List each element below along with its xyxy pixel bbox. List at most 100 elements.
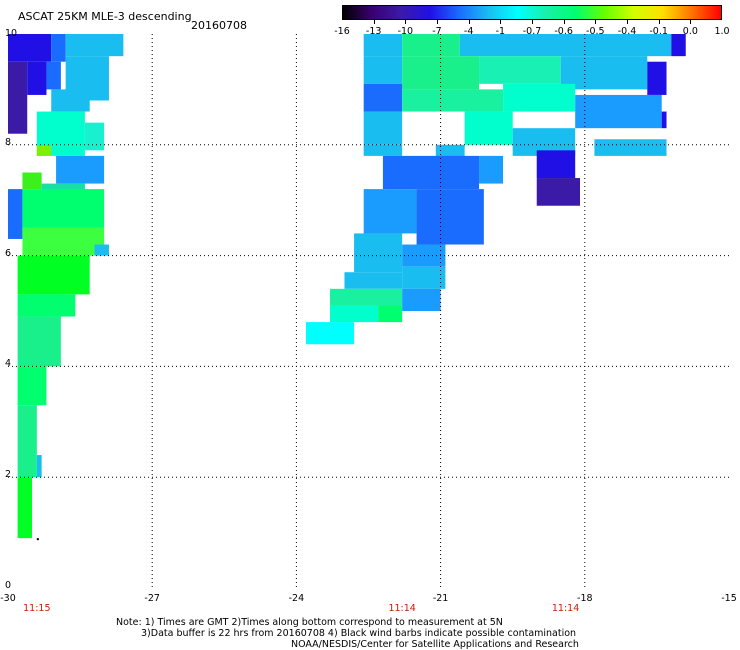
note-line-1: Note: 1) Times are GMT 2)Times along bot… — [116, 617, 503, 628]
time-label: 11:14 — [388, 603, 416, 614]
colorbar-tick-label: -0.6 — [554, 26, 573, 37]
wind-cell — [363, 144, 403, 156]
colorbar-tick-label: 1.0 — [714, 26, 730, 37]
wind-cell — [17, 294, 76, 317]
colorbar-tick-label: -0.5 — [586, 26, 605, 37]
colorbar — [342, 5, 722, 20]
colorbar-tick — [658, 20, 660, 24]
wind-cell — [363, 83, 403, 112]
wind-cell — [479, 56, 561, 84]
wind-cell — [17, 405, 37, 478]
x-tick-label: -15 — [721, 593, 737, 604]
wind-cell — [416, 189, 484, 245]
wind-barb-mark — [36, 538, 39, 541]
map-title: ASCAT 25KM MLE-3 descending — [18, 10, 192, 23]
wind-cell — [671, 34, 686, 57]
x-tick-label: -30 — [0, 593, 16, 604]
wind-cell — [536, 178, 580, 206]
wind-cell — [402, 266, 446, 289]
wind-cell — [27, 61, 47, 95]
y-tick-label: 0 — [5, 580, 12, 591]
wind-cell — [22, 172, 42, 190]
wind-cell — [382, 155, 480, 190]
note-line-3: NOAA/NESDIS/Center for Satellite Applica… — [291, 639, 579, 650]
colorbar-tick — [690, 20, 692, 24]
wind-cell — [17, 366, 47, 406]
wind-cell — [363, 111, 403, 145]
colorbar-tick — [468, 20, 470, 24]
wind-cell — [344, 272, 403, 289]
wind-cell — [46, 61, 61, 90]
wind-cell — [65, 34, 124, 57]
wind-cell — [94, 244, 109, 256]
wind-cell — [575, 94, 662, 129]
wind-cell — [354, 233, 403, 273]
colorbar-tick-label: -10 — [397, 26, 414, 37]
wind-cell — [330, 305, 379, 323]
wind-cell — [402, 56, 480, 90]
wind-cell — [459, 34, 672, 57]
wind-cell — [363, 56, 403, 84]
colorbar-tick-label: -4 — [463, 26, 474, 37]
wind-cell — [36, 145, 52, 156]
colorbar-tick-label: -0.4 — [617, 26, 637, 37]
colorbar-tick-label: -0.1 — [649, 26, 668, 37]
colorbar-tick — [595, 20, 597, 24]
note-line-2: 3)Data buffer is 22 hrs from 20160708 4)… — [141, 628, 577, 639]
y-tick-label: 2 — [5, 469, 12, 481]
colorbar-tick-label: -16 — [334, 26, 350, 37]
wind-cell — [402, 89, 504, 112]
wind-cell — [402, 244, 446, 267]
colorbar-tick — [500, 20, 502, 24]
colorbar-tick — [405, 20, 407, 24]
colorbar-tick — [563, 20, 565, 24]
colorbar-tick-label: -7 — [432, 26, 442, 37]
wind-cell — [503, 83, 576, 112]
y-tick-label: 8 — [5, 136, 12, 148]
wind-cell — [536, 150, 576, 179]
wind-cell — [51, 34, 66, 62]
x-tick-label: -18 — [577, 593, 593, 604]
colorbar-tick — [373, 20, 375, 24]
y-tick-label: 10 — [5, 28, 18, 39]
colorbar-tick-label: -13 — [365, 26, 382, 37]
wind-cell — [56, 155, 105, 184]
wind-cell — [402, 288, 441, 311]
x-tick-label: -24 — [288, 593, 305, 604]
wind-cell — [8, 61, 28, 134]
colorbar-tick — [532, 20, 533, 24]
wind-cell — [330, 288, 403, 306]
wind-cell — [17, 477, 33, 539]
y-tick-label: 4 — [5, 358, 12, 370]
time-label: 11:15 — [23, 603, 51, 614]
wind-cell — [84, 122, 105, 151]
colorbar-tick — [627, 20, 628, 24]
wind-cell — [17, 316, 61, 367]
wind-cell — [594, 139, 667, 156]
x-tick-label: -27 — [144, 593, 160, 604]
wind-cell — [8, 34, 52, 62]
wind-cell — [661, 111, 667, 129]
wind-cell — [306, 322, 355, 345]
map-date: 20160708 — [191, 19, 247, 32]
wind-cell — [17, 255, 90, 295]
wind-cell — [22, 189, 105, 228]
wind-cell — [363, 189, 417, 234]
colorbar-tick-label: -0.7 — [522, 26, 542, 37]
colorbar-tick — [437, 20, 438, 24]
wind-cell — [378, 305, 403, 323]
time-label: 11:14 — [551, 603, 580, 614]
wind-cell — [22, 227, 105, 256]
wind-cell — [36, 455, 42, 478]
wind-cell — [464, 111, 513, 145]
wind-cell — [8, 189, 23, 239]
wind-cell — [51, 89, 90, 112]
wind-cell — [402, 34, 460, 57]
wind-cell — [479, 155, 504, 184]
wind-cell — [647, 61, 667, 95]
colorbar-tick-label: -1 — [495, 26, 506, 37]
x-tick-label: -21 — [432, 593, 449, 604]
y-tick-label: 6 — [5, 247, 12, 259]
colorbar-tick-label: 0.0 — [682, 26, 698, 37]
